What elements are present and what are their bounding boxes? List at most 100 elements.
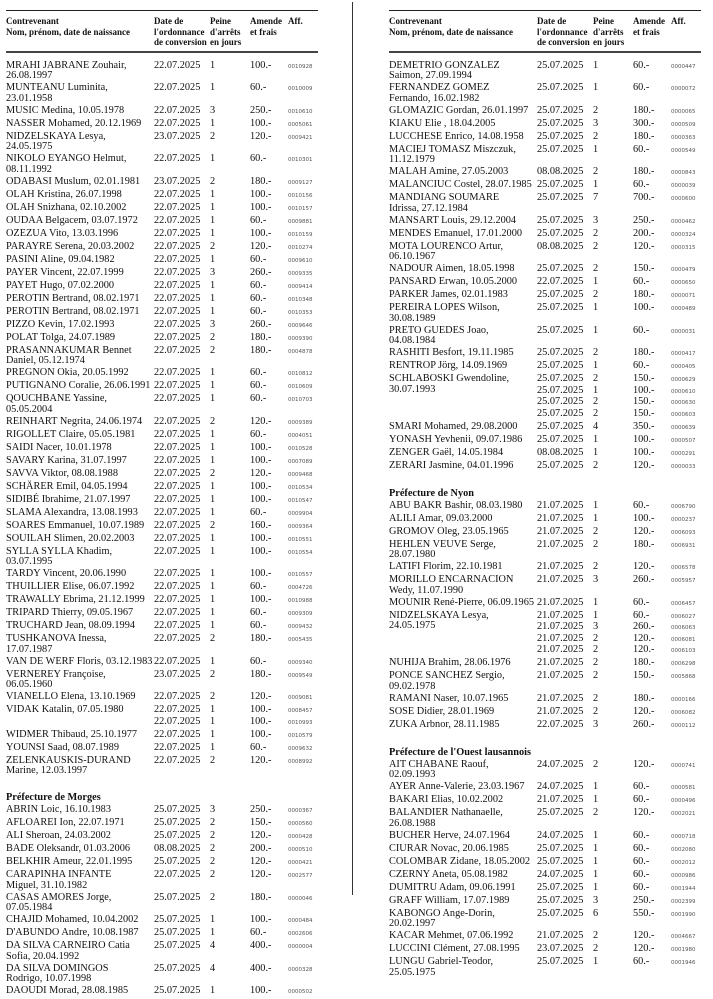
- entry-line: 22.07.2025 2 180.- 0004878: [154, 345, 318, 358]
- order-date: 22.07.2025: [154, 214, 201, 226]
- entry-line: 08.08.2025 2 180.- 0000843: [537, 166, 701, 179]
- fine-amount: 120.-: [250, 240, 272, 252]
- table-header: Contrevenant Nom, prénom, date de naissa…: [6, 10, 318, 53]
- case-number: 0004726: [288, 585, 313, 591]
- entries: 22.07.2025 1 100.- 0010557: [154, 568, 318, 581]
- entry-line: 22.07.2025 1 100.- 0010551: [154, 533, 318, 546]
- entries: 25.07.2025 2 120.- 0002021: [537, 807, 701, 829]
- fine-amount: 60.-: [250, 153, 267, 164]
- entry-line: 22.07.2025 1 60.- 0009432: [154, 620, 318, 633]
- case-number: 0000560: [288, 821, 313, 827]
- detention-days: 2: [593, 807, 599, 818]
- detention-days: 1: [210, 655, 216, 667]
- case-number: 0010579: [288, 732, 313, 739]
- order-date: 25.07.2025: [154, 830, 201, 841]
- section-title: Préfecture de l'Ouest lausannois: [389, 746, 531, 758]
- detention-days: 2: [593, 632, 599, 644]
- header-amende: Amende et frais: [633, 16, 665, 37]
- table-row: MUNTEANU Luminita, 23.01.1958 22.07.2025 1…: [6, 82, 318, 106]
- entries: 21.07.2025 2 120.- 0004667: [537, 930, 701, 943]
- detention-days: 3: [593, 894, 599, 906]
- detention-days: 1: [210, 715, 216, 727]
- fine-amount: 60.-: [633, 842, 650, 854]
- entries: 22.07.2025 1 100.- 0007089: [154, 455, 318, 468]
- entries: 25.07.2025 1 100.- 0000489: [537, 302, 701, 324]
- case-number: 0000510: [288, 847, 313, 853]
- offender-name: OZEZUA Vito, 13.03.1996: [6, 227, 119, 239]
- entries: 22.07.2025 1 60.- 0009340: [154, 655, 318, 669]
- entries: 25.07.2025 2 180.- 0000417: [537, 347, 701, 360]
- entry-line: 08.08.2025 2 200.- 0000510: [154, 843, 318, 856]
- table-row: HEHLEN VEUVE Serge, 28.07.1980 21.07.2025…: [389, 538, 701, 563]
- entry-line: 22.07.2025 2 160.- 0009364: [154, 520, 318, 533]
- entries: 25.07.2025 1 60.- 0000072: [537, 82, 701, 104]
- case-number: 0000741: [671, 762, 696, 769]
- offender-name: ABRIN Loic, 16.10.1983: [6, 804, 111, 815]
- case-number: 0006103: [671, 648, 696, 654]
- table-row: CARAPINHA INFANTE Miguel, 31.10.1982 22.0…: [6, 869, 318, 893]
- detention-days: 4: [210, 940, 216, 951]
- offender-name: SAIDI Nacer, 10.01.1978: [6, 441, 112, 453]
- entries: 22.07.2025 1 60.- 0010301: [154, 153, 318, 175]
- section-title: Préfecture de Morges: [6, 792, 101, 803]
- offender-name: TRAWALLY Ebrima, 21.12.1999: [6, 594, 145, 605]
- entries: 25.07.2025 1 60.- 0000031: [537, 325, 701, 347]
- order-date: 22.07.2025: [154, 279, 201, 291]
- detention-days: 2: [210, 830, 216, 841]
- order-date: 22.07.2025: [154, 715, 201, 727]
- offender-name: FERNANDEZ GOMEZ Fernando, 16.02.1982: [389, 82, 490, 104]
- entries: 21.07.2025 1 60.- 0006027 21.07.2025 3 260.- 00…: [537, 610, 701, 657]
- entries: 22.07.2025 1 60.- 0004051: [154, 429, 318, 442]
- offender-name: OUDAA Belgacem, 03.07.1972: [6, 214, 138, 226]
- entries: 22.07.2025 1 100.- 0005061: [154, 118, 318, 131]
- case-number: 0000639: [671, 424, 696, 431]
- offender-name: TRIPARD Thierry, 09.05.1967: [6, 607, 134, 618]
- order-date: 25.07.2025: [537, 881, 584, 893]
- entry-line: 21.07.2025 3 260.- 0006063: [537, 621, 701, 634]
- detention-days: 1: [593, 360, 599, 371]
- entries: 25.07.2025 2 180.- 0000046: [154, 892, 318, 914]
- table-row: REINHART Negrita, 24.06.1974 22.07.2025 2 1…: [6, 416, 318, 430]
- order-date: 22.07.2025: [154, 240, 201, 252]
- case-number: 0000328: [288, 966, 313, 973]
- case-number: 0000610: [671, 388, 696, 395]
- entries: 25.07.2025 1 60.- 0002080: [537, 842, 701, 856]
- entry-line: 22.07.2025 1 60.- 0010348: [154, 293, 318, 306]
- detention-days: 1: [593, 276, 599, 287]
- order-date: 08.08.2025: [537, 446, 584, 458]
- table-row: DA SILVA CARNEIRO Catia Sofia, 20.04.199…: [6, 940, 318, 964]
- entries: 22.07.2025 1 100.- 0010534: [154, 481, 318, 494]
- entries: 25.07.2025 1 60.- 0002012: [537, 856, 701, 869]
- detention-days: 1: [593, 829, 599, 841]
- offender-name: ABU BAKR Bashir, 08.03.1980: [389, 499, 523, 511]
- case-number: 0005868: [671, 674, 696, 680]
- table-row: VIDAK Katalin, 07.05.1980 22.07.2025 1 100.…: [6, 704, 318, 730]
- offender-name: KIAKU Elie , 18.04.2005: [389, 117, 496, 129]
- order-date: 25.07.2025: [537, 373, 584, 384]
- offender-name: MOUNIR René-Pierre, 06.09.1965: [389, 596, 534, 608]
- case-number: 0008992: [288, 758, 313, 765]
- entries: 23.07.2025 2 120.- 0009421: [154, 131, 318, 153]
- offender-name: VAN DE WERF Floris, 03.12.1983: [6, 655, 153, 667]
- fine-amount: 120.-: [633, 943, 655, 954]
- offender-name: PARAYRE Serena, 20.03.2002: [6, 240, 135, 252]
- order-date: 24.07.2025: [537, 758, 584, 770]
- entry-line: 22.07.2025 1 100.- 0010534: [154, 481, 318, 494]
- offender-name: SAVARY Karina, 31.07.1997: [6, 454, 127, 466]
- entries: 22.07.2025 3 260.- 0009646: [154, 319, 318, 332]
- case-number: 0000843: [671, 170, 696, 176]
- table-row: PRASANNAKUMAR Bennet Daniel, 05.12.1974 2…: [6, 345, 318, 369]
- fine-amount: 60.-: [250, 367, 267, 378]
- fine-amount: 120.-: [633, 807, 655, 818]
- case-number: 0010528: [288, 445, 313, 452]
- table-row: PARKER James, 02.01.1983 25.07.2025 2 180.-…: [389, 289, 701, 303]
- entry-line: 21.07.2025 2 120.- 0006093: [537, 526, 701, 539]
- offender-name: ZUKA Arbnor, 28.11.1985: [389, 718, 500, 730]
- fine-amount: 180.-: [633, 538, 655, 550]
- offender-name: PEROTIN Bertrand, 08.02.1971: [6, 305, 140, 317]
- order-date: 22.07.2025: [154, 594, 201, 605]
- entry-line: 22.07.2025 1 100.- 0008457: [154, 704, 318, 717]
- entries: 21.07.2025 1 60.- 0000496: [537, 794, 701, 807]
- table-row: MENDES Emanuel, 17.01.2000 25.07.2025 2 200…: [389, 228, 701, 242]
- fine-amount: 180.-: [633, 657, 655, 668]
